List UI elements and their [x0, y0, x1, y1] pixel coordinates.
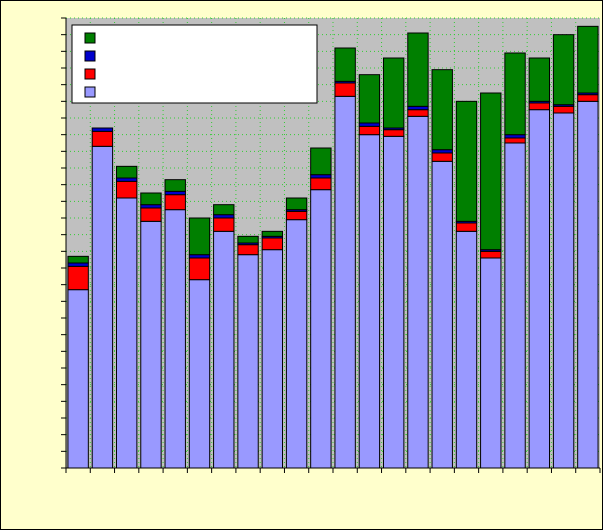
bar-segment	[334, 47, 356, 82]
bar-segment	[455, 230, 478, 469]
legend-swatch	[84, 68, 96, 80]
bar-segment	[358, 74, 381, 124]
bar-segment	[188, 217, 211, 256]
bar-segment	[382, 57, 405, 129]
bar-segment	[552, 105, 575, 114]
bar-segment	[115, 165, 138, 179]
bar-segment	[164, 179, 186, 192]
bar-segment	[577, 94, 599, 102]
bar-segment	[91, 130, 114, 147]
legend-swatch	[84, 86, 96, 98]
bar-segment	[455, 100, 478, 222]
bar-segment	[213, 217, 235, 232]
bar-segment	[358, 134, 381, 469]
bar-segment	[552, 34, 575, 106]
bar-segment	[140, 207, 162, 222]
legend-swatch	[84, 50, 96, 62]
bar-segment	[334, 95, 356, 469]
bar-segment	[407, 32, 429, 107]
bar-segment	[407, 109, 429, 117]
bar-segment	[358, 122, 381, 127]
bar-segment	[213, 204, 235, 216]
bar-segment	[504, 134, 526, 139]
bar-segment	[140, 192, 162, 206]
bar-segment	[577, 100, 599, 469]
bar-segment	[480, 250, 502, 259]
bar-segment	[455, 222, 478, 232]
bar-segment	[67, 289, 89, 469]
bar-segment	[67, 265, 89, 291]
bar-segment	[261, 230, 284, 237]
bar-segment	[504, 52, 526, 136]
bar-segment	[115, 197, 138, 469]
bar-segment	[577, 25, 599, 94]
bar-segment	[431, 149, 453, 154]
bar-segment	[382, 129, 405, 137]
bar-segment	[140, 220, 162, 469]
bar-segment	[285, 197, 308, 211]
bar-segment	[115, 180, 138, 199]
bar-segment	[188, 254, 211, 259]
bar-segment	[67, 255, 89, 264]
bar-segment	[528, 57, 551, 102]
bar-segment	[480, 92, 502, 251]
bar-segment	[261, 237, 284, 251]
bar-segment	[528, 109, 551, 469]
bar-segment	[164, 209, 186, 469]
bar-segment	[91, 145, 114, 469]
bar-segment	[91, 127, 114, 132]
legend	[71, 24, 318, 104]
bar-segment	[552, 112, 575, 469]
bar-segment	[504, 137, 526, 144]
bar-segment	[115, 177, 138, 182]
bar-segment	[285, 219, 308, 469]
bar-segment	[431, 160, 453, 469]
bar-segment	[310, 177, 332, 191]
bar-segment	[285, 210, 308, 221]
bar-segment	[237, 254, 259, 469]
bar-segment	[261, 249, 284, 469]
bar-segment	[140, 204, 162, 209]
bar-segment	[382, 135, 405, 469]
bar-segment	[431, 69, 453, 151]
bar-segment	[358, 125, 381, 136]
bar-segment	[164, 194, 186, 211]
bar-segment	[310, 147, 332, 176]
legend-swatch	[84, 32, 96, 44]
bar-segment	[480, 257, 502, 469]
bar-segment	[237, 244, 259, 256]
bar-segment	[310, 174, 332, 179]
bar-segment	[334, 82, 356, 97]
bar-segment	[431, 152, 453, 162]
bar-segment	[237, 235, 259, 244]
bar-segment	[310, 189, 332, 469]
bar-segment	[213, 230, 235, 469]
bar-segment	[528, 102, 551, 111]
bar-segment	[188, 257, 211, 281]
bar-segment	[188, 279, 211, 469]
bar-segment	[407, 115, 429, 469]
bar-segment	[504, 142, 526, 469]
